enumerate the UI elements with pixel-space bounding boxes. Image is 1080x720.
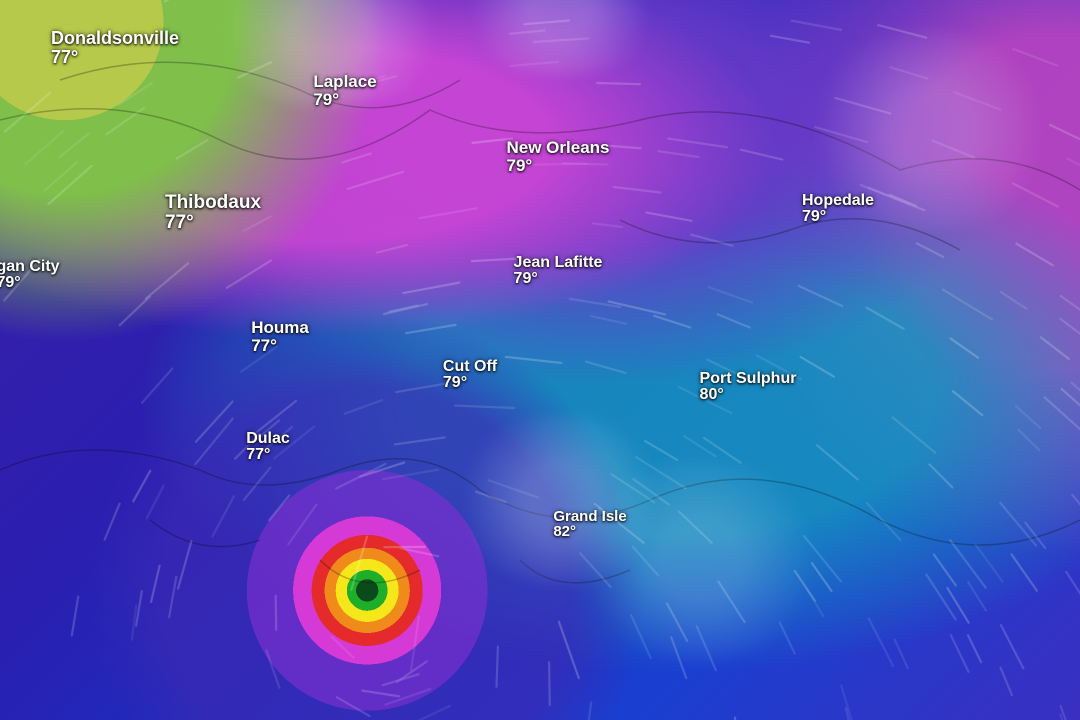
city-name: Laplace	[313, 72, 376, 92]
city-label: Donaldsonville77°	[51, 28, 179, 68]
city-temp: 79°	[514, 270, 603, 288]
city-name: New Orleans	[507, 138, 610, 158]
city-label: Grand Isle82°	[553, 508, 626, 540]
city-label: New Orleans79°	[507, 138, 610, 176]
city-temp: 77°	[251, 336, 309, 356]
city-temp: 79°	[0, 274, 60, 292]
weather-map[interactable]: Donaldsonville77°Laplace79°New Orleans79…	[0, 0, 1080, 720]
city-temp: 82°	[553, 523, 626, 540]
city-temp: 79°	[802, 208, 874, 226]
city-label: Laplace79°	[313, 72, 376, 110]
city-label: gan City79°	[0, 258, 60, 292]
city-name: Thibodaux	[165, 192, 261, 214]
city-label: Hopedale79°	[802, 192, 874, 226]
wind-streaks	[0, 0, 1080, 720]
city-label: Houma77°	[251, 318, 309, 356]
city-temp: 77°	[165, 212, 261, 234]
city-temp: 77°	[51, 47, 179, 68]
city-temp: 77°	[246, 446, 290, 464]
city-label: Cut Off79°	[443, 358, 497, 392]
city-label: Thibodaux77°	[165, 192, 261, 234]
city-temp: 80°	[700, 386, 797, 404]
city-temp: 79°	[313, 90, 376, 110]
city-label: Port Sulphur80°	[700, 370, 797, 404]
city-temp: 79°	[507, 156, 610, 176]
city-name: Donaldsonville	[51, 28, 179, 49]
city-name: Houma	[251, 318, 309, 338]
city-label: Jean Lafitte79°	[514, 254, 603, 288]
city-label: Dulac77°	[246, 430, 290, 464]
city-temp: 79°	[443, 374, 497, 392]
